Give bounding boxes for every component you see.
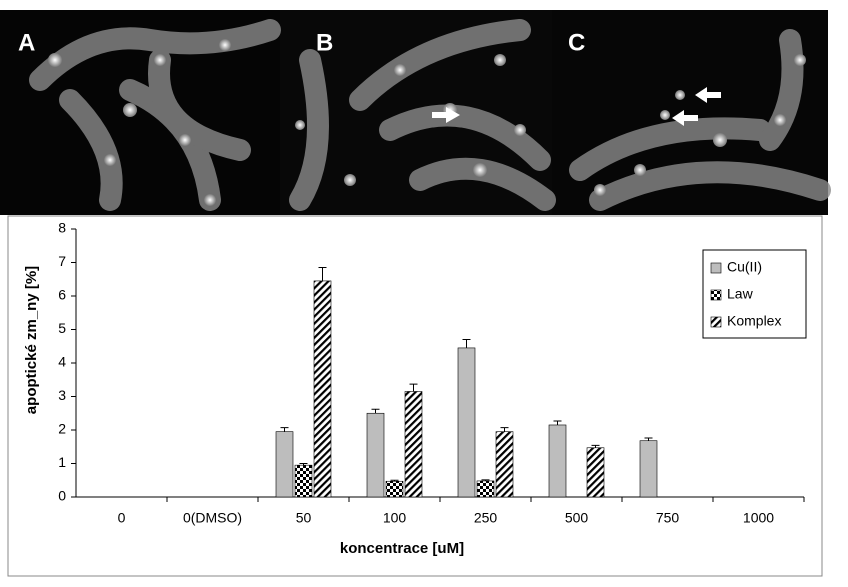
y-tick-label: 4 [58,354,66,370]
panel-label: B [316,29,333,56]
x-tick-label: 100 [383,510,407,526]
y-tick-label: 8 [58,220,66,236]
y-axis-title: apoptické zm_ny [%] [23,266,40,414]
bar [294,464,313,498]
x-tick-label: 0 [118,510,126,526]
y-tick-label: 3 [58,387,66,403]
x-tick-label: 500 [565,510,589,526]
bar [366,412,385,498]
error-bar [591,444,600,448]
error-bar [644,437,653,441]
legend-label: Komplex [727,313,781,329]
error-bar [409,383,418,392]
bar [457,347,476,498]
legend-swatch [710,289,722,301]
error-bar [280,427,289,432]
y-tick-label: 0 [58,488,66,504]
y-tick-label: 5 [58,320,66,336]
x-tick-label: 0(DMSO) [183,510,242,526]
bar [404,391,423,498]
error-bar [299,463,308,466]
panel-label: C [568,29,585,56]
bar [476,480,495,498]
legend-swatch [710,316,722,328]
x-tick-label: 750 [656,510,680,526]
error-bar [462,339,471,348]
bar [495,431,514,498]
error-bar [500,427,509,432]
bar [385,480,404,498]
x-tick-label: 50 [296,510,312,526]
bar [275,431,294,498]
y-tick-label: 7 [58,253,66,269]
bar [313,280,332,498]
y-tick-label: 2 [58,421,66,437]
error-bar [481,479,490,481]
bar [639,440,658,498]
error-bar [390,479,399,482]
error-bar [553,420,562,425]
error-bar [318,267,327,281]
bar [586,447,605,498]
legend-swatch [710,262,722,274]
y-tick-label: 1 [58,454,66,470]
x-tick-label: 250 [474,510,498,526]
error-bar [371,408,380,414]
bar [548,424,567,498]
x-tick-label: 1000 [743,510,774,526]
y-tick-label: 6 [58,287,66,303]
legend-label: Cu(II) [727,259,762,275]
legend-label: Law [727,286,754,302]
panel-label: A [18,29,35,56]
x-axis-title: koncentrace [uM] [340,540,464,557]
micrographs: A B C [0,10,831,215]
